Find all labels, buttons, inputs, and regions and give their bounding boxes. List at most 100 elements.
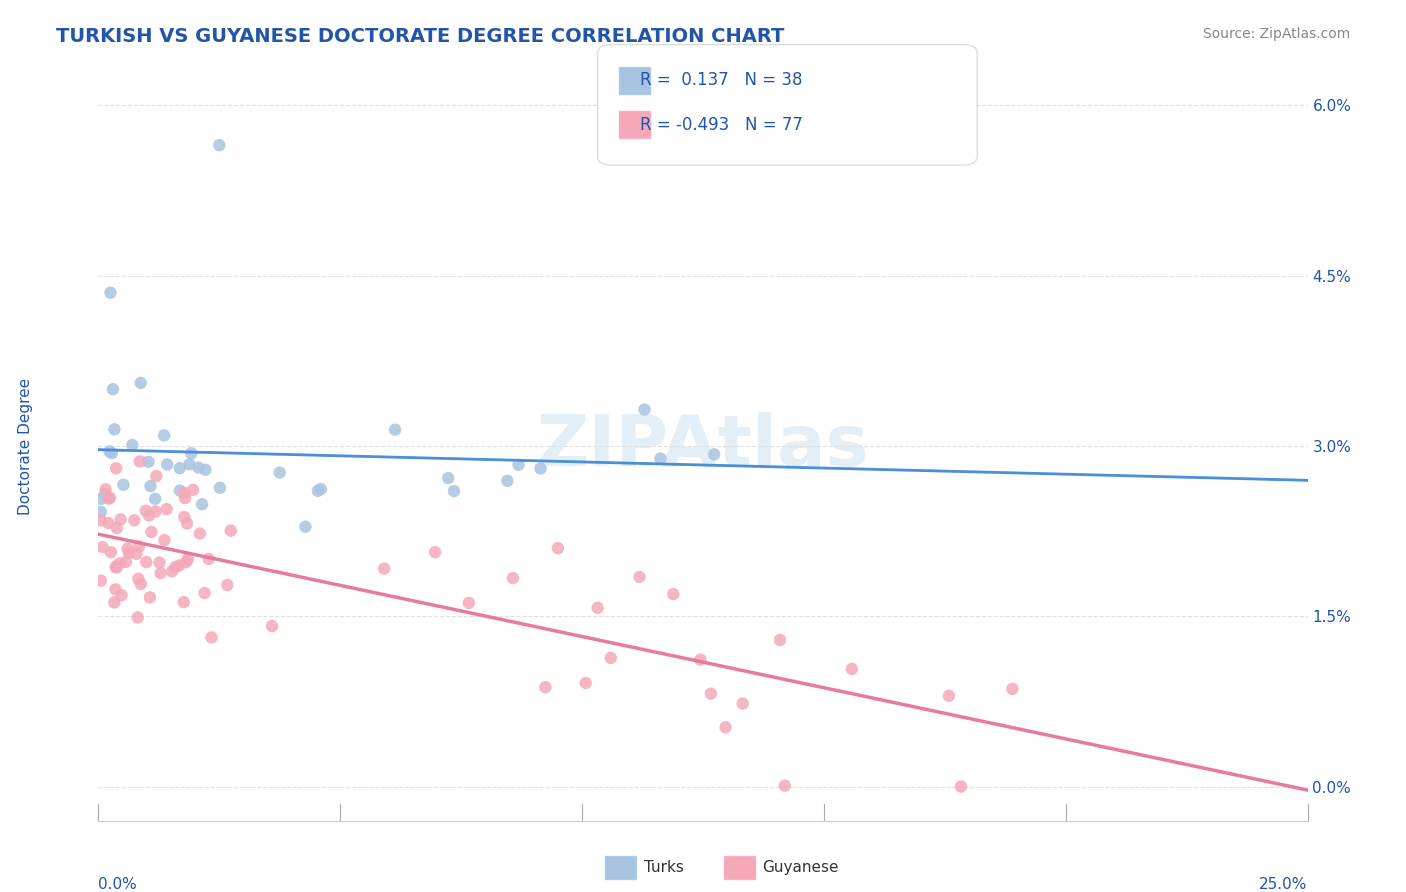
Point	[633, 402, 655, 417]
Point	[443, 484, 465, 499]
Point	[104, 560, 127, 574]
Point	[153, 428, 176, 442]
Text: R = -0.493   N = 77: R = -0.493 N = 77	[640, 116, 803, 134]
Point	[731, 697, 754, 711]
Point	[104, 582, 127, 597]
Point	[90, 574, 112, 588]
Point	[141, 524, 163, 539]
Point	[208, 481, 231, 495]
Point	[260, 619, 283, 633]
Point	[938, 689, 960, 703]
Point	[219, 524, 242, 538]
Point	[181, 483, 204, 497]
Point	[700, 687, 723, 701]
Point	[103, 595, 125, 609]
Point	[90, 513, 112, 527]
Point	[94, 486, 117, 500]
Point	[173, 485, 195, 500]
Point	[269, 466, 291, 480]
Point	[294, 519, 316, 533]
Point	[156, 502, 179, 516]
Point	[129, 376, 152, 390]
Point	[194, 586, 217, 600]
Point	[105, 560, 128, 574]
Point	[145, 469, 167, 483]
Point	[703, 447, 725, 461]
Text: Doctorate Degree: Doctorate Degree	[18, 377, 34, 515]
Point	[599, 651, 621, 665]
Point	[128, 540, 150, 554]
Point	[173, 510, 195, 524]
Point	[90, 505, 112, 519]
Point	[149, 566, 172, 580]
Point	[124, 513, 146, 527]
Point	[650, 451, 672, 466]
Point	[200, 631, 222, 645]
Point	[841, 662, 863, 676]
Point	[103, 422, 125, 436]
Point	[575, 676, 598, 690]
Point	[173, 595, 195, 609]
Point	[98, 444, 121, 458]
Point	[143, 491, 166, 506]
Point	[125, 547, 148, 561]
Point	[94, 483, 117, 497]
Point	[662, 587, 685, 601]
Point	[373, 561, 395, 575]
Point	[139, 479, 162, 493]
Point	[188, 526, 211, 541]
Point	[148, 556, 170, 570]
Point	[773, 779, 796, 793]
Point	[138, 455, 160, 469]
Point	[187, 460, 209, 475]
Point	[97, 516, 120, 530]
Point	[307, 483, 329, 498]
Point	[174, 491, 197, 505]
Point	[384, 423, 406, 437]
Point	[156, 458, 179, 472]
Point	[139, 591, 162, 605]
Point	[194, 463, 217, 477]
Point	[208, 138, 231, 153]
Point	[496, 474, 519, 488]
Point	[100, 285, 122, 300]
Point	[121, 438, 143, 452]
Point	[135, 555, 157, 569]
Point	[423, 545, 446, 559]
Point	[217, 578, 239, 592]
Point	[1001, 681, 1024, 696]
Point	[110, 512, 132, 526]
Point	[165, 560, 187, 574]
Point	[90, 491, 112, 506]
Text: 0.0%: 0.0%	[98, 878, 138, 892]
Text: R =  0.137   N = 38: R = 0.137 N = 38	[640, 71, 803, 89]
Point	[135, 504, 157, 518]
Point	[437, 471, 460, 485]
Point	[169, 483, 191, 498]
Text: ZIPAtlas: ZIPAtlas	[537, 411, 869, 481]
Point	[145, 504, 167, 518]
Point	[160, 565, 183, 579]
Text: Guyanese: Guyanese	[762, 860, 838, 874]
Point	[101, 446, 124, 460]
Text: TURKISH VS GUYANESE DOCTORATE DEGREE CORRELATION CHART: TURKISH VS GUYANESE DOCTORATE DEGREE COR…	[56, 27, 785, 45]
Point	[174, 555, 197, 569]
Point	[98, 491, 121, 505]
Point	[197, 552, 219, 566]
Point	[309, 482, 332, 496]
Point	[950, 780, 973, 794]
Point	[97, 491, 120, 506]
Point	[118, 546, 141, 560]
Point	[180, 446, 202, 460]
Text: 25.0%: 25.0%	[1260, 878, 1308, 892]
Point	[129, 454, 152, 468]
Point	[177, 552, 200, 566]
Point	[112, 477, 135, 491]
Point	[176, 516, 198, 531]
Point	[101, 382, 124, 396]
Point	[117, 541, 139, 556]
Point	[586, 600, 609, 615]
Text: Turks: Turks	[644, 860, 683, 874]
Point	[689, 652, 711, 666]
Point	[457, 596, 479, 610]
